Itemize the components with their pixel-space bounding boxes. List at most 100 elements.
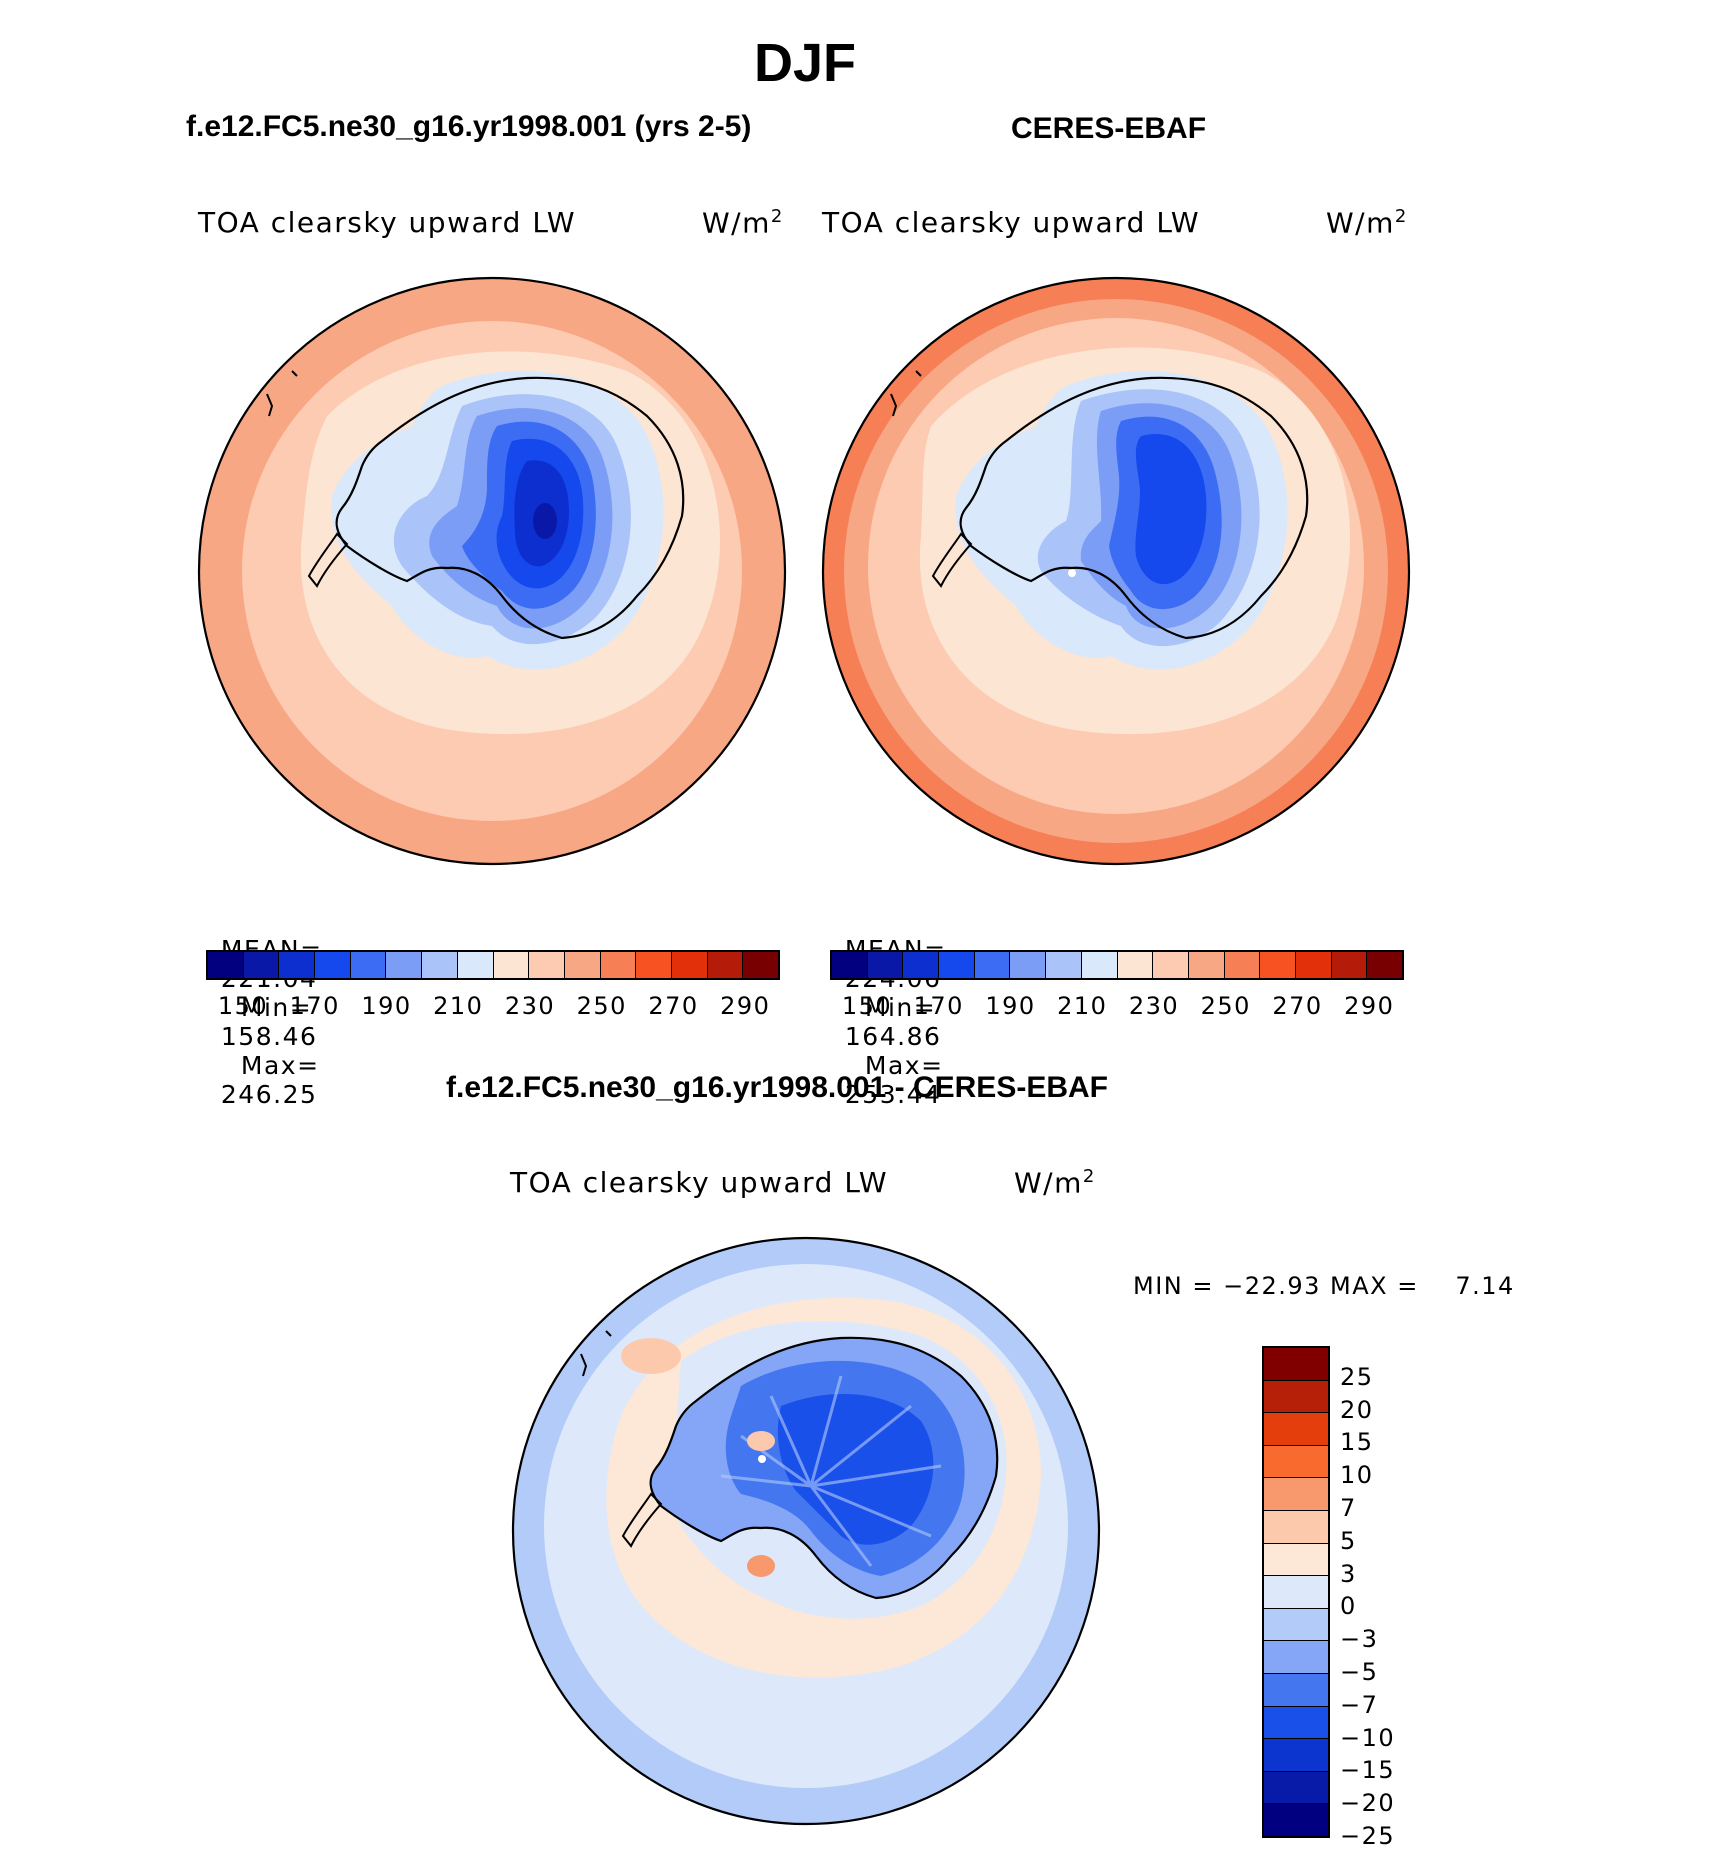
panel-1-units-exp: 2 bbox=[770, 206, 784, 227]
diff-units: W/m2 bbox=[1014, 1166, 1096, 1199]
diff-units-exp: 2 bbox=[1082, 1166, 1096, 1187]
colorbar-swatch bbox=[1264, 1706, 1328, 1740]
colorbar-tick-label: 150 bbox=[841, 992, 893, 1020]
colorbar-tick-label: −7 bbox=[1340, 1690, 1379, 1719]
panel-2-variable-label: TOA clearsky upward LW bbox=[822, 206, 1201, 239]
panel-1-max-label: Max= bbox=[240, 1051, 320, 1080]
panel-2-colorbar bbox=[830, 950, 1404, 980]
colorbar-tick-label: 250 bbox=[1200, 992, 1251, 1020]
panel-1-colorbar bbox=[206, 950, 780, 980]
diff-units-base: W/m bbox=[1014, 1166, 1083, 1200]
colorbar-tick-label: 230 bbox=[504, 992, 556, 1020]
panel-1-header: f.e12.FC5.ne30_g16.yr1998.001 (yrs 2-5) bbox=[186, 110, 752, 143]
colorbar-tick-label: −20 bbox=[1340, 1789, 1396, 1818]
colorbar-swatch bbox=[600, 952, 637, 978]
colorbar-swatch bbox=[1117, 952, 1154, 978]
colorbar-swatch bbox=[832, 952, 868, 978]
colorbar-tick-label: −5 bbox=[1340, 1658, 1379, 1686]
panel-1-units: W/m2 bbox=[702, 206, 784, 239]
colorbar-tick-label: 25 bbox=[1340, 1362, 1374, 1391]
colorbar-tick-label: 230 bbox=[1128, 992, 1180, 1020]
colorbar-tick-label: −3 bbox=[1340, 1625, 1379, 1654]
colorbar-swatch bbox=[1264, 1478, 1328, 1511]
colorbar-tick-label: 210 bbox=[433, 992, 484, 1020]
panel-2-max-label: Max= bbox=[864, 1051, 944, 1080]
colorbar-swatch bbox=[1010, 952, 1047, 978]
colorbar-tick-label: 170 bbox=[289, 992, 340, 1020]
colorbar-tick-label: 290 bbox=[1344, 992, 1395, 1020]
colorbar-swatch bbox=[1153, 952, 1189, 978]
colorbar-tick-label: 190 bbox=[985, 992, 1036, 1020]
colorbar-swatch bbox=[493, 952, 530, 978]
colorbar-tick-label: 5 bbox=[1340, 1526, 1357, 1555]
panel-1-min-label: Min= bbox=[240, 993, 313, 1022]
colorbar-swatch bbox=[564, 952, 601, 978]
panel-2-units-base: W/m bbox=[1326, 206, 1395, 240]
colorbar-swatch bbox=[1264, 1380, 1328, 1414]
colorbar-swatch bbox=[1367, 952, 1402, 978]
colorbar-swatch bbox=[315, 952, 351, 978]
panel-2-polar-map bbox=[821, 276, 1411, 866]
colorbar-swatch bbox=[974, 952, 1011, 978]
colorbar-tick-label: 3 bbox=[1340, 1559, 1357, 1588]
colorbar-tick-label: 270 bbox=[1272, 992, 1323, 1020]
panel-2-units: W/m2 bbox=[1326, 206, 1408, 239]
colorbar-swatch bbox=[1264, 1771, 1328, 1805]
colorbar-swatch bbox=[707, 952, 744, 978]
colorbar-swatch bbox=[1260, 952, 1296, 978]
panel-1-stats: MEAN= 221.04 Min= 158.46 Max= 246.25 bbox=[202, 906, 323, 1109]
colorbar-swatch bbox=[1264, 1608, 1328, 1642]
colorbar-tick-label: 0 bbox=[1340, 1592, 1357, 1621]
colorbar-tick-label: −15 bbox=[1340, 1756, 1396, 1785]
colorbar-swatch bbox=[1331, 952, 1368, 978]
panel-1-max-value: 246.25 bbox=[220, 1080, 318, 1109]
colorbar-tick-label: 15 bbox=[1340, 1428, 1374, 1457]
colorbar-swatch bbox=[867, 952, 904, 978]
colorbar-tick-label: 250 bbox=[576, 992, 627, 1020]
colorbar-swatch bbox=[1264, 1543, 1328, 1577]
colorbar-swatch bbox=[1188, 952, 1225, 978]
diff-polar-map bbox=[511, 1236, 1101, 1826]
panel-1-variable-label: TOA clearsky upward LW bbox=[198, 206, 577, 239]
colorbar-swatch bbox=[457, 952, 494, 978]
colorbar-swatch bbox=[636, 952, 672, 978]
colorbar-tick-label: 170 bbox=[913, 992, 964, 1020]
diff-colorbar bbox=[1262, 1346, 1330, 1838]
colorbar-tick-label: 290 bbox=[720, 992, 771, 1020]
panel-1-polar-map bbox=[197, 276, 787, 866]
colorbar-swatch bbox=[422, 952, 458, 978]
diff-header: f.e12.FC5.ne30_g16.yr1998.001 - CERES-EB… bbox=[446, 1071, 1108, 1104]
colorbar-swatch bbox=[1295, 952, 1332, 978]
colorbar-swatch bbox=[243, 952, 280, 978]
panel-2-units-exp: 2 bbox=[1394, 206, 1408, 227]
colorbar-swatch bbox=[743, 952, 778, 978]
colorbar-swatch bbox=[386, 952, 423, 978]
colorbar-swatch bbox=[279, 952, 316, 978]
colorbar-tick-label: 270 bbox=[648, 992, 699, 1020]
diff-minmax-text: MIN = −22.93 MAX = 7.14 bbox=[1133, 1272, 1515, 1300]
colorbar-tick-label: −10 bbox=[1340, 1723, 1396, 1752]
colorbar-swatch bbox=[1264, 1641, 1328, 1674]
colorbar-tick-label: 7 bbox=[1340, 1494, 1357, 1522]
colorbar-swatch bbox=[208, 952, 244, 978]
colorbar-swatch bbox=[1264, 1413, 1328, 1446]
colorbar-swatch bbox=[903, 952, 940, 978]
colorbar-swatch bbox=[939, 952, 975, 978]
colorbar-swatch bbox=[671, 952, 708, 978]
colorbar-tick-label: 210 bbox=[1057, 992, 1108, 1020]
colorbar-swatch bbox=[529, 952, 565, 978]
panel-2-header: CERES-EBAF bbox=[1011, 112, 1207, 145]
colorbar-swatch bbox=[350, 952, 387, 978]
colorbar-swatch bbox=[1264, 1576, 1328, 1609]
colorbar-swatch bbox=[1264, 1510, 1328, 1544]
colorbar-swatch bbox=[1046, 952, 1082, 978]
colorbar-swatch bbox=[1264, 1804, 1328, 1836]
colorbar-tick-label: 20 bbox=[1340, 1395, 1374, 1424]
colorbar-tick-label: 10 bbox=[1340, 1461, 1374, 1490]
panel-2-min-value: 164.86 bbox=[844, 1022, 942, 1051]
colorbar-tick-label: 190 bbox=[361, 992, 412, 1020]
panel-1-min-value: 158.46 bbox=[220, 1022, 318, 1051]
colorbar-swatch bbox=[1264, 1673, 1328, 1707]
colorbar-swatch bbox=[1264, 1445, 1328, 1479]
figure-title: DJF bbox=[753, 33, 856, 93]
